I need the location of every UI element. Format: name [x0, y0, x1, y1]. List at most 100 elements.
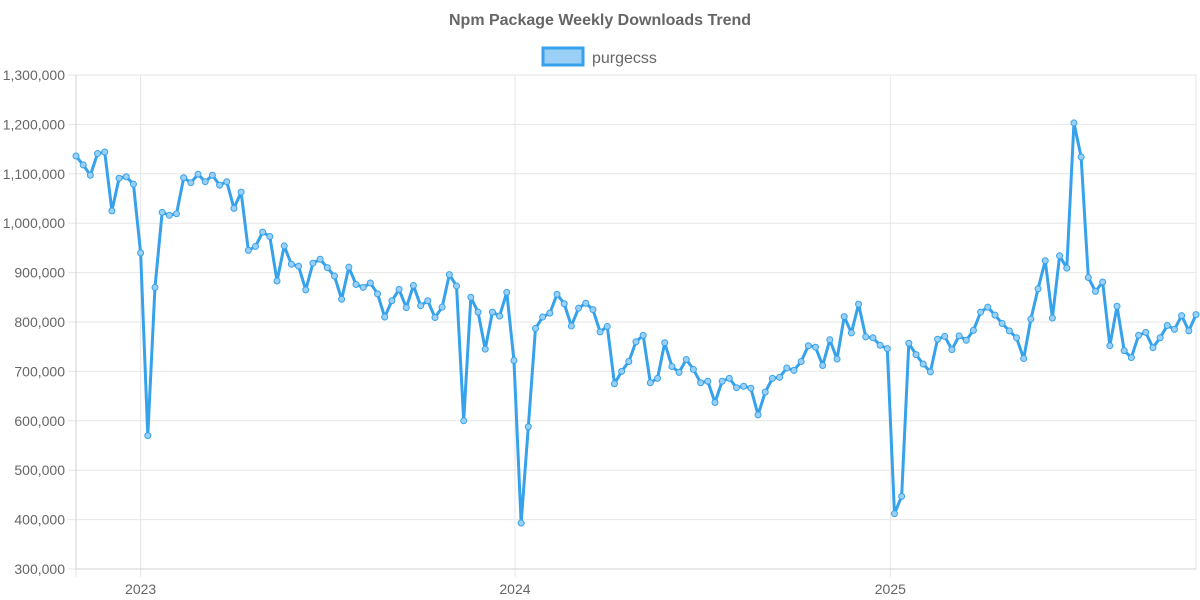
data-point[interactable]: [840, 313, 848, 321]
data-point[interactable]: [890, 510, 898, 518]
data-point[interactable]: [488, 308, 496, 316]
data-point[interactable]: [309, 259, 317, 267]
data-point[interactable]: [280, 242, 288, 250]
data-point[interactable]: [847, 329, 855, 337]
data-point[interactable]: [1091, 287, 1099, 295]
data-point[interactable]: [381, 313, 389, 321]
data-point[interactable]: [869, 334, 877, 342]
data-point[interactable]: [79, 161, 87, 169]
data-point[interactable]: [955, 332, 963, 340]
data-point[interactable]: [582, 299, 590, 307]
data-point[interactable]: [481, 345, 489, 353]
data-point[interactable]: [589, 306, 597, 314]
legend-swatch-purgecss[interactable]: [541, 46, 585, 67]
data-point[interactable]: [524, 423, 532, 431]
data-point[interactable]: [122, 173, 130, 181]
data-point[interactable]: [776, 373, 784, 381]
data-point[interactable]: [912, 351, 920, 359]
data-point[interactable]: [941, 332, 949, 340]
data-point[interactable]: [503, 288, 511, 296]
data-point[interactable]: [108, 207, 116, 215]
data-point[interactable]: [496, 312, 504, 320]
data-point[interactable]: [395, 285, 403, 293]
data-point[interactable]: [438, 303, 446, 311]
data-point[interactable]: [460, 417, 468, 425]
data-point[interactable]: [352, 280, 360, 288]
data-point[interactable]: [819, 361, 827, 369]
data-point[interactable]: [1142, 328, 1150, 336]
data-point[interactable]: [919, 360, 927, 368]
data-point[interactable]: [668, 362, 676, 370]
data-point[interactable]: [1185, 327, 1193, 335]
data-point[interactable]: [1149, 344, 1157, 352]
data-point[interactable]: [1070, 119, 1078, 127]
data-point[interactable]: [151, 283, 159, 291]
data-point[interactable]: [862, 333, 870, 341]
data-point[interactable]: [984, 303, 992, 311]
data-point[interactable]: [94, 150, 102, 158]
data-point[interactable]: [618, 367, 626, 375]
data-point[interactable]: [1005, 327, 1013, 335]
data-point[interactable]: [1192, 311, 1200, 319]
data-point[interactable]: [1084, 274, 1092, 282]
data-point[interactable]: [474, 308, 482, 316]
data-point[interactable]: [86, 171, 94, 179]
data-point[interactable]: [610, 380, 618, 388]
data-point[interactable]: [998, 319, 1006, 327]
data-point[interactable]: [646, 379, 654, 387]
data-point[interactable]: [194, 170, 202, 178]
data-point[interactable]: [1170, 325, 1178, 333]
data-point[interactable]: [991, 311, 999, 319]
data-point[interactable]: [711, 399, 719, 407]
data-point[interactable]: [682, 356, 690, 364]
data-point[interactable]: [251, 242, 259, 250]
data-point[interactable]: [1163, 321, 1171, 329]
data-point[interactable]: [811, 343, 819, 351]
data-point[interactable]: [1178, 312, 1186, 320]
data-point[interactable]: [417, 302, 425, 310]
legend[interactable]: purgecss: [541, 46, 657, 67]
data-point[interactable]: [424, 297, 432, 305]
data-point[interactable]: [467, 293, 475, 301]
data-point[interactable]: [517, 519, 525, 527]
data-point[interactable]: [575, 304, 583, 312]
data-point[interactable]: [345, 263, 353, 271]
data-point[interactable]: [302, 286, 310, 294]
data-point[interactable]: [531, 324, 539, 332]
data-point[interactable]: [883, 345, 891, 353]
data-point[interactable]: [639, 331, 647, 339]
data-point[interactable]: [201, 178, 209, 186]
data-point[interactable]: [295, 262, 303, 270]
data-point[interactable]: [180, 174, 188, 182]
data-point[interactable]: [453, 282, 461, 290]
legend-label-purgecss[interactable]: purgecss: [592, 50, 657, 67]
data-point[interactable]: [1156, 334, 1164, 342]
data-point[interactable]: [323, 264, 331, 272]
data-point[interactable]: [1120, 347, 1128, 355]
data-point[interactable]: [237, 188, 245, 196]
data-point[interactable]: [1113, 302, 1121, 310]
data-point[interactable]: [833, 355, 841, 363]
data-point[interactable]: [101, 148, 109, 156]
data-point[interactable]: [1027, 315, 1035, 323]
data-point[interactable]: [208, 171, 216, 179]
data-point[interactable]: [244, 246, 252, 254]
data-point[interactable]: [266, 233, 274, 241]
data-point[interactable]: [898, 492, 906, 500]
data-point[interactable]: [567, 322, 575, 330]
data-point[interactable]: [740, 382, 748, 390]
data-point[interactable]: [783, 364, 791, 372]
data-point[interactable]: [790, 366, 798, 374]
data-point[interactable]: [1063, 264, 1071, 272]
data-point[interactable]: [539, 313, 547, 321]
data-point[interactable]: [223, 178, 231, 186]
data-point[interactable]: [72, 152, 80, 160]
data-point[interactable]: [747, 384, 755, 392]
data-point[interactable]: [926, 368, 934, 376]
data-point[interactable]: [230, 204, 238, 212]
data-point[interactable]: [733, 384, 741, 392]
data-point[interactable]: [546, 309, 554, 317]
data-point[interactable]: [1020, 355, 1028, 363]
data-point[interactable]: [137, 249, 145, 257]
data-point[interactable]: [1077, 153, 1085, 161]
